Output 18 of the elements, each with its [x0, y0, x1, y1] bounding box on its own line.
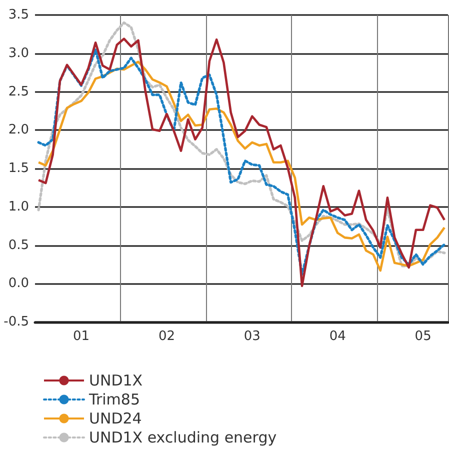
- x-tick-label: 02: [158, 329, 176, 344]
- y-tick-label: -0.5: [4, 314, 29, 330]
- legend-label: UND1X: [89, 372, 143, 390]
- legend-label: UND1X excluding energy: [89, 428, 277, 446]
- legend-label: UND24: [89, 410, 142, 428]
- x-tick-label: 01: [73, 329, 90, 344]
- y-tick-label: 2.0: [8, 122, 29, 138]
- x-tick-label: 04: [329, 329, 346, 344]
- x-tick-label: 03: [244, 329, 260, 344]
- x-tick-label: 05: [414, 329, 432, 344]
- y-tick-label: 1.0: [8, 199, 29, 214]
- y-tick-label: 3.5: [8, 8, 29, 22]
- legend-label: Trim85: [88, 390, 140, 408]
- y-tick-label: 1.5: [8, 161, 29, 176]
- y-tick-label: 0.5: [8, 238, 29, 253]
- y-tick-label: 0.0: [8, 276, 29, 292]
- y-tick-label: 2.5: [8, 84, 29, 100]
- y-tick-label: 3.0: [8, 46, 29, 61]
